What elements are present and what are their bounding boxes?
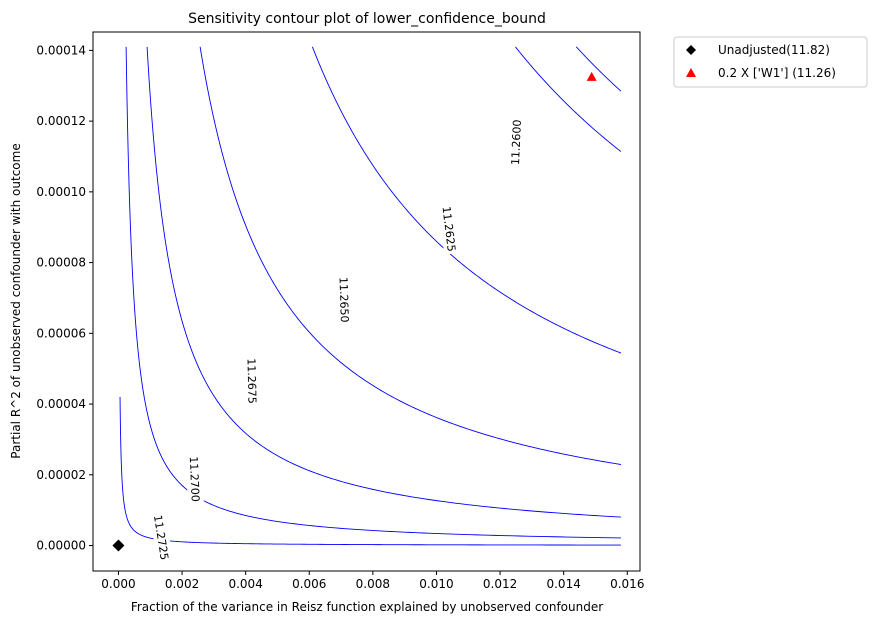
y-tick-label: 0.00010 bbox=[36, 185, 86, 199]
x-axis-ticks: 0.000 0.002 0.004 0.006 0.008 0.010 0.012 0.014… bbox=[101, 571, 644, 591]
x-tick-label: 0.014 bbox=[546, 577, 580, 591]
contour-label-bg bbox=[438, 203, 461, 255]
y-tick-label: 0.00008 bbox=[36, 256, 86, 270]
contour-label: 11.2600 bbox=[509, 119, 524, 165]
x-tick-label: 0.004 bbox=[228, 577, 262, 591]
legend-triangle-marker bbox=[686, 68, 696, 77]
x-axis-label: Fraction of the variance in Reisz functi… bbox=[131, 600, 603, 614]
contour-label-bg bbox=[243, 355, 261, 407]
contour-line bbox=[311, 46, 622, 354]
unadjusted-point-marker bbox=[112, 539, 125, 552]
x-tick-label: 0.002 bbox=[165, 577, 199, 591]
y-tick-label: 0.00006 bbox=[36, 326, 86, 340]
contour-label-bg bbox=[185, 453, 204, 505]
contour-label-bg bbox=[335, 274, 354, 325]
contour-label: 11.2625 bbox=[439, 206, 457, 253]
y-axis-ticks: 0.00000 0.00002 0.00004 0.00006 0.00008 0.000… bbox=[36, 43, 93, 553]
y-tick-label: 0.00012 bbox=[36, 114, 86, 128]
data-markers bbox=[112, 71, 597, 552]
plot-frame bbox=[92, 31, 641, 572]
y-axis-label: Partial R^2 of unobserved confounder wit… bbox=[9, 143, 23, 458]
legend-box bbox=[673, 36, 868, 88]
x-tick-label: 0.016 bbox=[610, 577, 644, 591]
contour-label: 11.2700 bbox=[187, 456, 202, 502]
contour-label-bg bbox=[149, 511, 174, 564]
contour-line bbox=[146, 46, 621, 518]
y-tick-label: 0.00004 bbox=[36, 397, 86, 411]
contour-label: 11.2650 bbox=[336, 277, 351, 323]
contour-label-bg bbox=[506, 117, 526, 168]
contour-line bbox=[199, 46, 621, 465]
contour-line bbox=[515, 46, 622, 152]
x-tick-label: 0.006 bbox=[292, 577, 326, 591]
legend: Unadjusted(11.82) 0.2 X ['W1'] (11.26) bbox=[673, 36, 868, 88]
y-tick-label: 0.00002 bbox=[36, 468, 86, 482]
x-tick-label: 0.008 bbox=[356, 577, 390, 591]
contour-line bbox=[125, 46, 621, 539]
contour-label: 11.2675 bbox=[244, 358, 258, 404]
legend-diamond-marker bbox=[686, 45, 696, 55]
adjusted-point-marker bbox=[586, 71, 597, 81]
legend-entry-adjusted: 0.2 X ['W1'] (11.26) bbox=[718, 66, 836, 80]
legend-entry-unadjusted: Unadjusted(11.82) bbox=[718, 43, 830, 57]
chart-title: Sensitivity contour plot of lower_confid… bbox=[188, 11, 546, 27]
contour-line bbox=[575, 46, 622, 92]
y-tick-label: 0.00014 bbox=[36, 43, 86, 57]
contour-lines bbox=[119, 46, 622, 546]
contour-labels: 11.272511.270011.267511.265011.262511.26… bbox=[149, 117, 526, 564]
contour-line bbox=[119, 396, 621, 546]
y-tick-label: 0.00000 bbox=[36, 539, 86, 553]
x-tick-label: 0.000 bbox=[101, 577, 135, 591]
x-tick-label: 0.012 bbox=[483, 577, 517, 591]
x-tick-label: 0.010 bbox=[419, 577, 453, 591]
